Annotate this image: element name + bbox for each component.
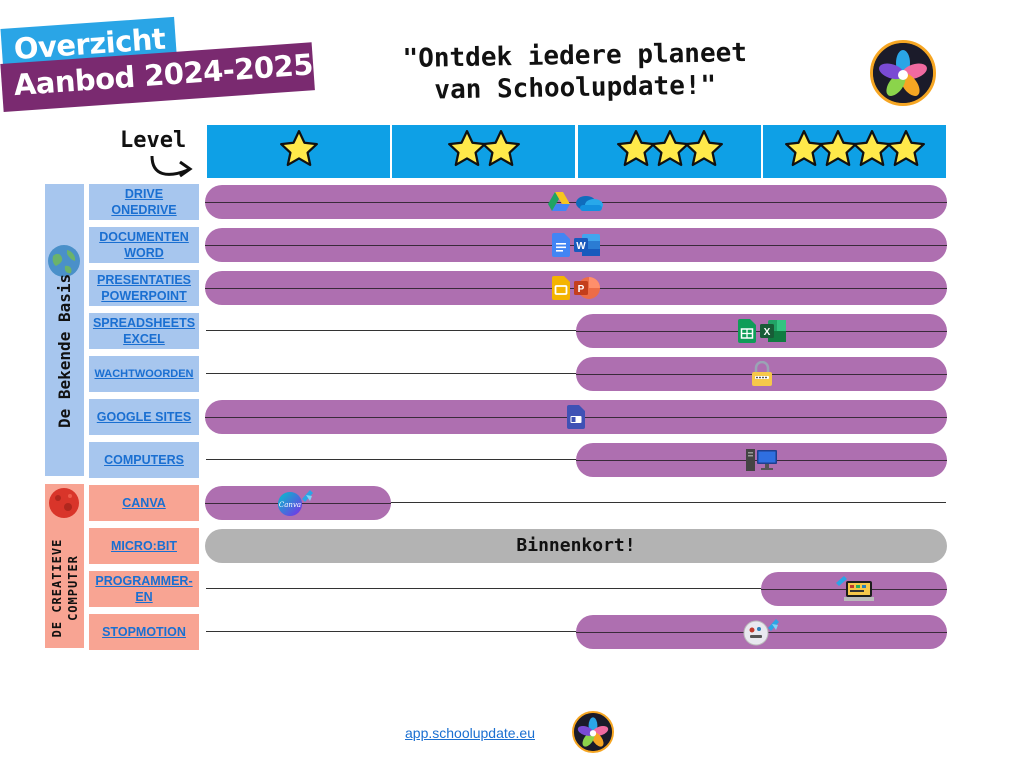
row-icons bbox=[548, 189, 604, 215]
category-cell[interactable]: PROGRAMMER- EN bbox=[89, 571, 199, 607]
earth-planet-icon bbox=[48, 245, 80, 277]
category-cell[interactable]: PRESENTATIES POWERPOINT bbox=[89, 270, 199, 306]
category-label-line-1: PROGRAMMER- bbox=[95, 574, 193, 588]
curved-arrow-icon bbox=[150, 155, 193, 178]
star-icon bbox=[649, 128, 691, 175]
tagline-line-2: van Schoolupdate!" bbox=[434, 70, 717, 106]
row-line bbox=[206, 588, 946, 589]
star-icon bbox=[683, 128, 725, 175]
level-header-4 bbox=[762, 124, 947, 179]
mars-planet-icon bbox=[49, 488, 79, 518]
category-cell[interactable]: WACHTWOORDEN bbox=[89, 356, 199, 392]
footer-logo-icon bbox=[572, 711, 614, 753]
svg-text:P: P bbox=[578, 284, 585, 295]
svg-text:X: X bbox=[763, 327, 770, 338]
section-bekende-basis bbox=[45, 184, 84, 476]
category-cell[interactable]: DRIVE ONEDRIVE bbox=[89, 184, 199, 220]
category-label-line-2: WORD bbox=[124, 246, 164, 260]
svg-text:Canva: Canva bbox=[279, 501, 301, 509]
category-label-line-1: GOOGLE SITES bbox=[96, 410, 192, 424]
level-header-3 bbox=[577, 124, 762, 179]
level-bar bbox=[205, 185, 947, 219]
star-icon bbox=[817, 128, 859, 175]
section-label-line-1: De creatieve bbox=[50, 538, 64, 638]
row-icons bbox=[745, 447, 778, 473]
word-icon: W bbox=[574, 233, 600, 257]
level-header-2 bbox=[391, 124, 576, 179]
star-icon bbox=[615, 128, 657, 175]
password-lock-icon bbox=[750, 361, 774, 387]
footer-link[interactable]: app.schoolupdate.eu bbox=[405, 725, 535, 741]
schoolupdate-logo-icon bbox=[870, 40, 936, 106]
row-icons bbox=[834, 576, 874, 602]
bar-midline bbox=[205, 202, 947, 203]
canva-icon: Canva bbox=[278, 489, 318, 517]
section-label-bekende-basis: De Bekende Basis bbox=[55, 273, 74, 428]
star-icon bbox=[446, 128, 488, 175]
category-label-line-2: EN bbox=[135, 590, 153, 604]
category-label-line-1: WACHTWOORDEN bbox=[94, 368, 194, 380]
google-sites-icon bbox=[567, 405, 585, 429]
category-cell[interactable]: DOCUMENTEN WORD bbox=[89, 227, 199, 263]
tagline: "Ontdek iedere planeet van Schoolupdate!… bbox=[399, 37, 750, 107]
excel-icon: X bbox=[759, 319, 786, 343]
category-cell[interactable]: CANVA bbox=[89, 485, 199, 521]
category-cell[interactable]: MICRO:BIT bbox=[89, 528, 199, 564]
category-label-line-2: EXCEL bbox=[123, 332, 165, 346]
row-icons: Canva bbox=[278, 490, 318, 516]
category-cell[interactable]: GOOGLE SITES bbox=[89, 399, 199, 435]
google-slides-icon bbox=[552, 276, 570, 300]
row-icons bbox=[567, 404, 585, 430]
category-cell[interactable]: SPREADSHEETS EXCEL bbox=[89, 313, 199, 349]
category-label-line-1: DOCUMENTEN bbox=[99, 230, 189, 244]
svg-text:W: W bbox=[576, 241, 586, 252]
category-label-line-1: DRIVE bbox=[124, 187, 164, 201]
coming-soon-bar: Binnenkort! bbox=[205, 529, 947, 563]
category-label-line-1: PRESENTATIES bbox=[97, 273, 191, 287]
powerpoint-icon: P bbox=[574, 276, 600, 300]
star-icon bbox=[278, 128, 320, 175]
computer-icon bbox=[745, 447, 778, 473]
programming-icon bbox=[834, 575, 874, 603]
level-header-1 bbox=[206, 124, 391, 179]
section-label-line-2: computer bbox=[66, 555, 80, 621]
row-icons: W bbox=[552, 232, 600, 258]
category-label-line-1: STOPMOTION bbox=[102, 625, 186, 639]
google-docs-icon bbox=[552, 233, 570, 257]
google-drive-icon bbox=[548, 192, 570, 212]
category-cell[interactable]: COMPUTERS bbox=[89, 442, 199, 478]
star-icon bbox=[783, 128, 825, 175]
row-icons bbox=[750, 361, 774, 387]
category-label-line-1: SPREADSHEETS bbox=[92, 316, 196, 330]
row-line bbox=[206, 502, 946, 503]
stopmotion-icon bbox=[742, 618, 782, 646]
star-icon bbox=[480, 128, 522, 175]
row-icons: P bbox=[552, 275, 600, 301]
star-icon bbox=[885, 128, 927, 175]
level-label: Level bbox=[120, 128, 187, 153]
star-icon bbox=[851, 128, 893, 175]
category-label-line-2: ONEDRIVE bbox=[111, 203, 177, 217]
category-label-line-2: POWERPOINT bbox=[101, 289, 187, 303]
onedrive-icon bbox=[574, 192, 604, 212]
section-label-creatieve-computer: De creatieve computer bbox=[49, 533, 81, 643]
category-label-line-1: MICRO:BIT bbox=[111, 539, 177, 553]
google-sheets-icon bbox=[737, 319, 756, 343]
category-cell[interactable]: STOPMOTION bbox=[89, 614, 199, 650]
category-label-line-1: CANVA bbox=[122, 496, 166, 510]
coming-soon-label: Binnenkort! bbox=[516, 535, 636, 556]
category-label-line-1: COMPUTERS bbox=[104, 453, 184, 467]
row-icons: X bbox=[737, 318, 786, 344]
row-icons bbox=[742, 618, 782, 646]
